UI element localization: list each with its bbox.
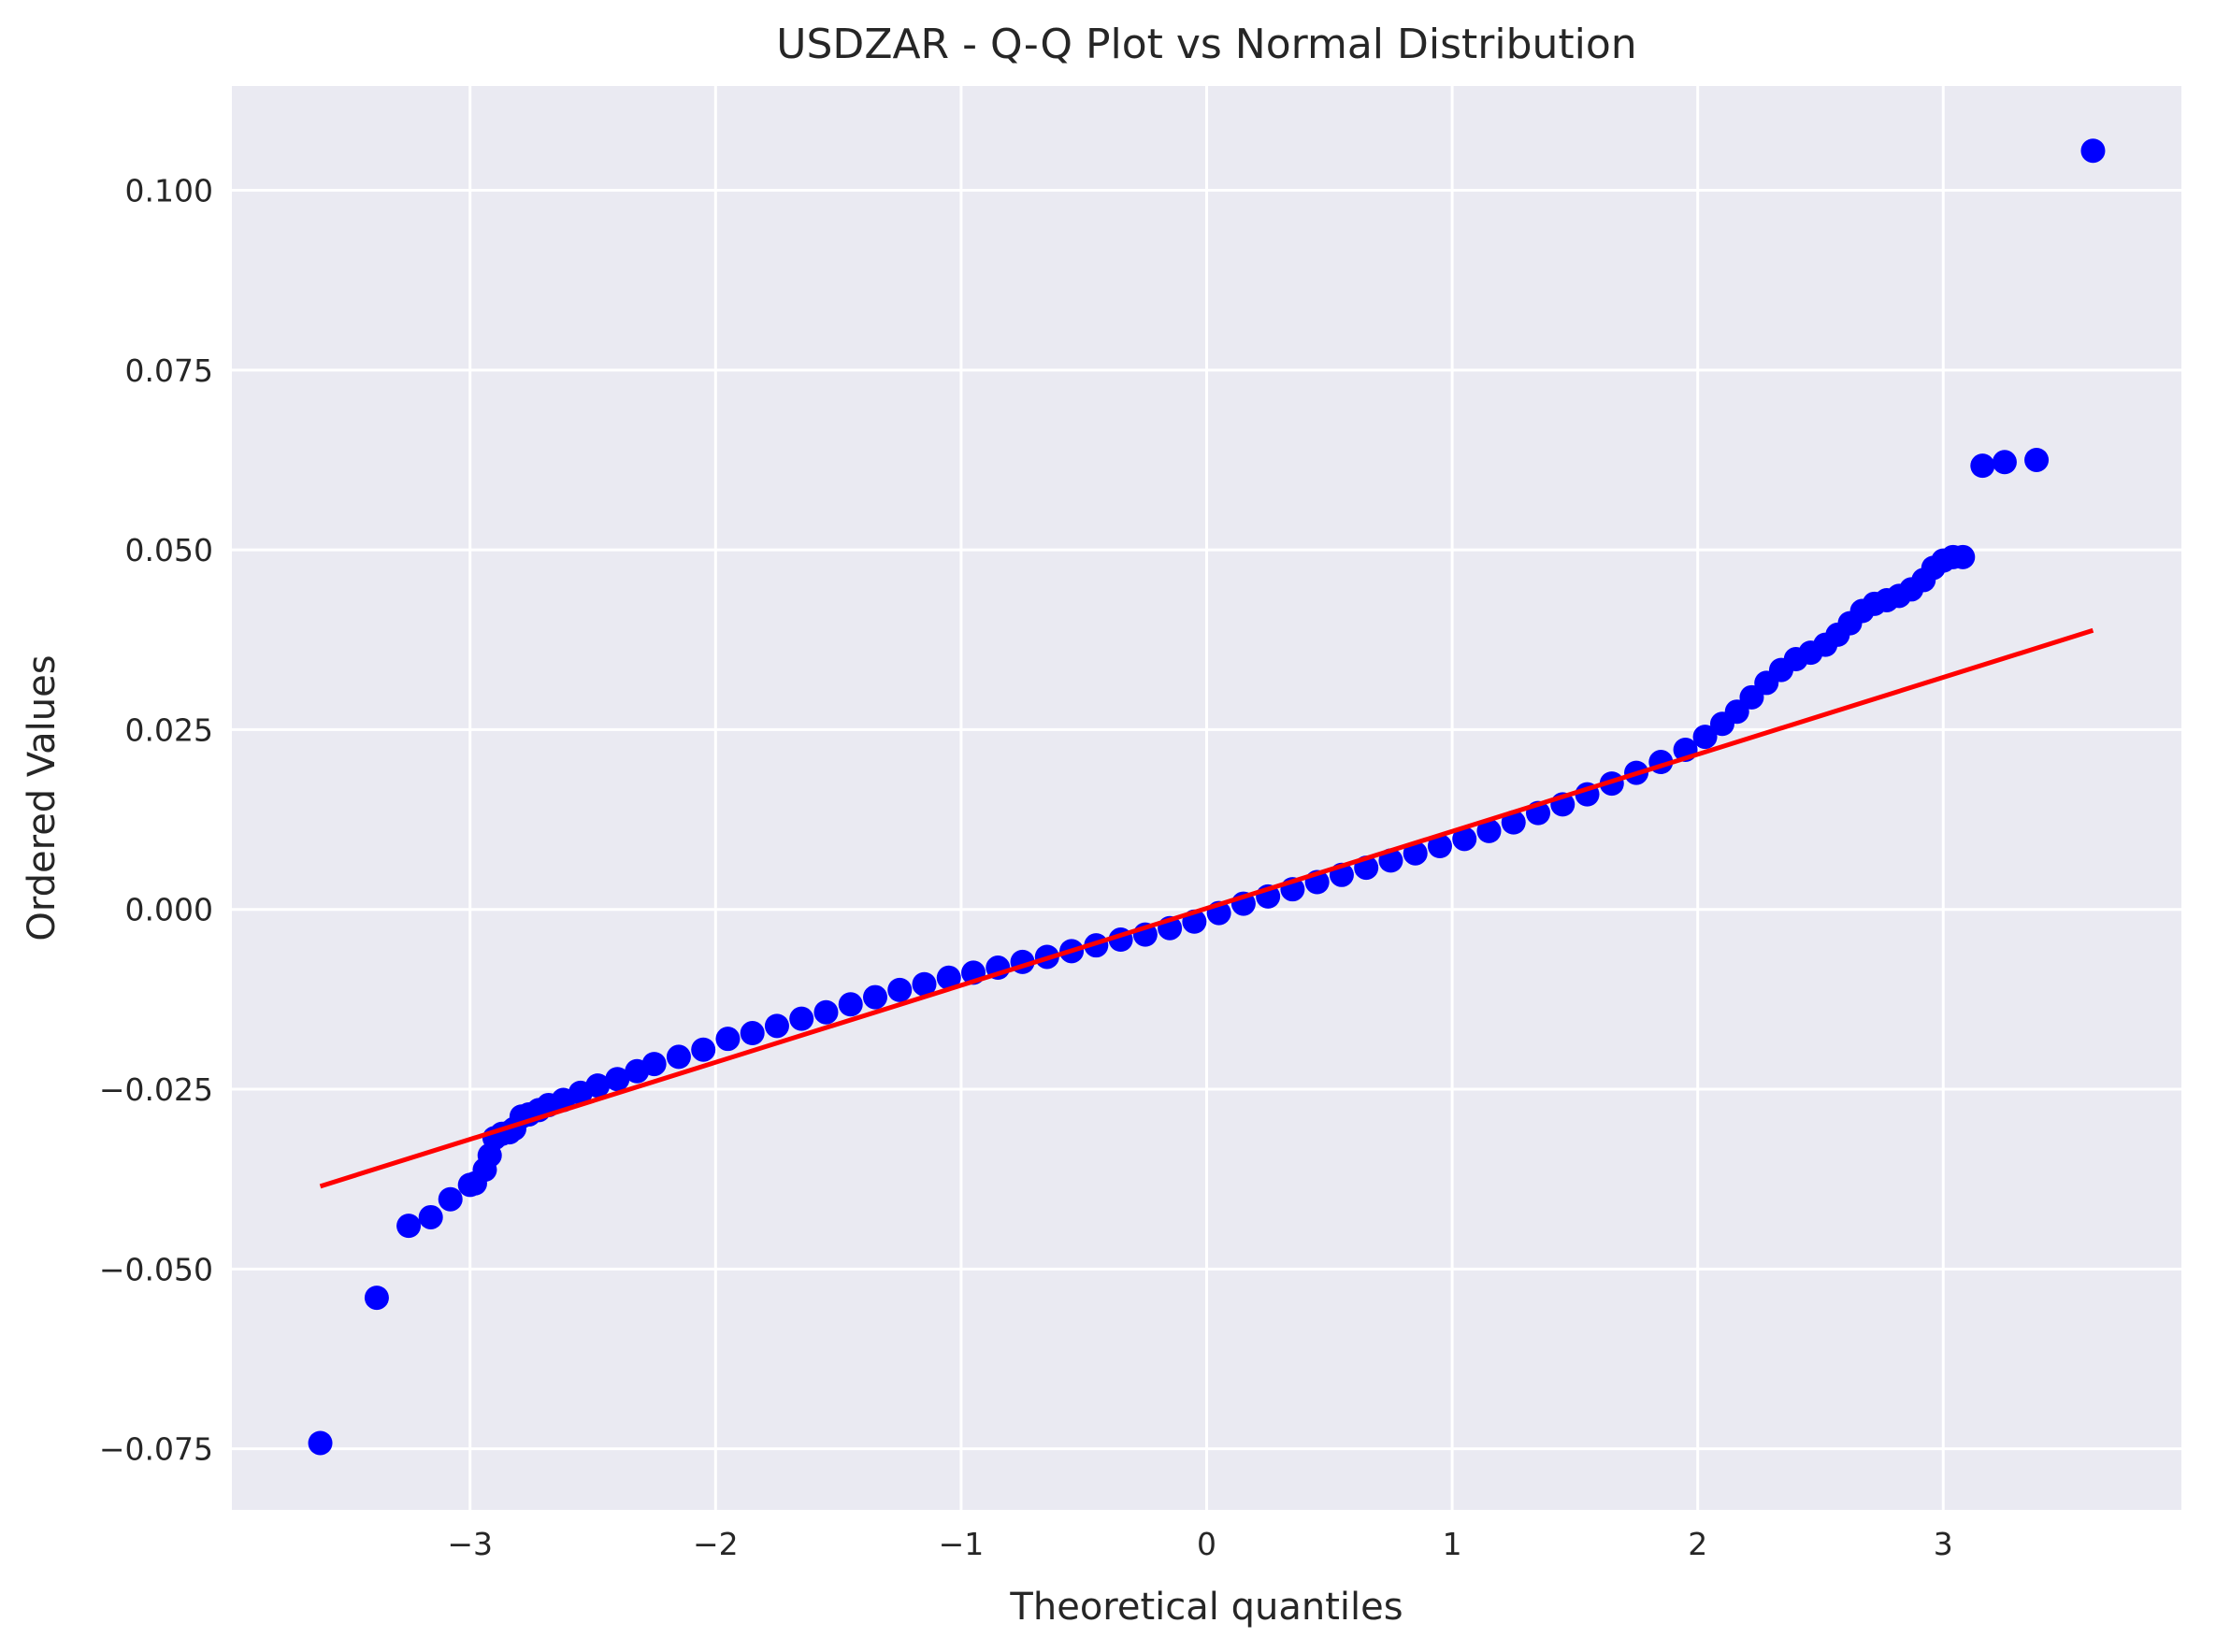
x-tick-label: 0 <box>1197 1526 1216 1562</box>
x-axis-label: Theoretical quantiles <box>1009 1586 1403 1629</box>
data-point <box>789 1006 814 1031</box>
fit-line-layer <box>319 627 2094 1189</box>
data-point <box>585 1073 611 1099</box>
data-point <box>740 1021 765 1046</box>
data-point <box>2080 138 2106 164</box>
y-axis-label: Ordered Values <box>21 654 64 941</box>
data-point <box>1992 450 2017 475</box>
data-point <box>1476 818 1502 843</box>
data-point <box>1950 544 1976 569</box>
y-tick-label: 0.000 <box>125 892 213 928</box>
y-tick-label: −0.025 <box>99 1071 213 1108</box>
data-point <box>364 1286 389 1311</box>
data-point <box>862 984 887 1010</box>
y-tick-label: −0.075 <box>99 1431 213 1468</box>
x-tick-label: 1 <box>1443 1526 1462 1562</box>
data-point <box>1427 834 1452 859</box>
x-tick-label: −2 <box>693 1526 739 1562</box>
fit-line <box>319 627 2094 1189</box>
y-tick-label: 0.100 <box>125 173 213 209</box>
data-point <box>887 977 913 1002</box>
x-tick-label: −1 <box>939 1526 985 1562</box>
data-point <box>936 965 961 990</box>
data-point <box>715 1027 741 1052</box>
data-point <box>912 971 937 997</box>
data-point <box>838 992 863 1017</box>
chart-title: USDZAR - Q-Q Plot vs Normal Distribution <box>776 21 1636 68</box>
x-tick-labels: −3 −2 −1 0 1 2 3 <box>447 1526 1952 1562</box>
data-point <box>438 1186 463 1212</box>
data-point <box>1970 453 1995 479</box>
data-point <box>396 1214 422 1239</box>
x-tick-label: −3 <box>447 1526 493 1562</box>
y-tick-label: −0.050 <box>99 1251 213 1287</box>
data-point <box>764 1013 789 1039</box>
data-point <box>666 1044 691 1070</box>
y-tick-labels: −0.075 −0.050 −0.025 0.000 0.025 0.050 0.075 0.… <box>99 173 213 1468</box>
data-point <box>2024 447 2050 472</box>
y-tick-label: 0.075 <box>125 352 213 389</box>
y-tick-label: 0.025 <box>125 711 213 748</box>
data-point <box>813 999 839 1025</box>
data-point <box>1452 826 1477 852</box>
data-point <box>605 1067 630 1092</box>
x-tick-label: 2 <box>1688 1526 1707 1562</box>
data-point <box>308 1430 333 1456</box>
y-tick-label: 0.050 <box>125 532 213 568</box>
data-point <box>691 1037 716 1062</box>
data-point <box>1692 725 1718 750</box>
x-tick-label: 3 <box>1934 1526 1953 1562</box>
data-point <box>641 1052 667 1077</box>
data-point <box>418 1204 443 1229</box>
